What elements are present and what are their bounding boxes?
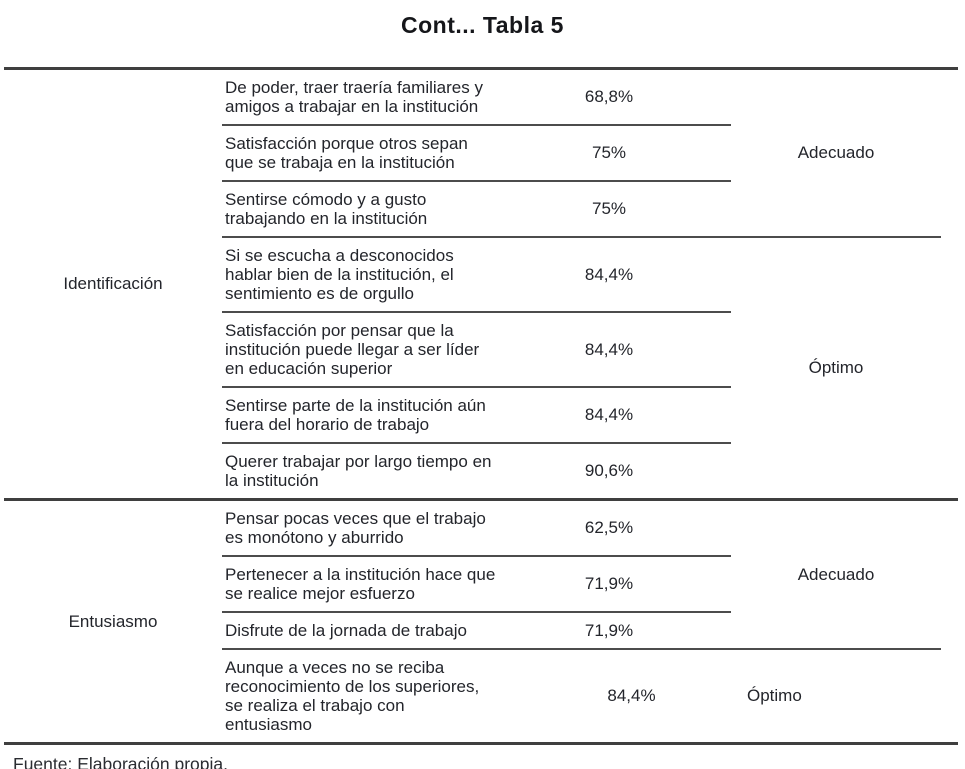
table-row: Sentirse parte de la institución aún fue… xyxy=(222,388,731,444)
item-text: De poder, traer traería familiares y ami… xyxy=(225,78,483,116)
data-table: Identificación De poder, traer traería f… xyxy=(4,67,958,745)
group-rows: De poder, traer traería familiares y ami… xyxy=(222,70,731,236)
percentage-value: 68,8% xyxy=(584,87,634,106)
item-text: Pensar pocas veces que el trabajo es mon… xyxy=(225,509,486,547)
table-row: Disfrute de la jornada de trabajo 71,9% xyxy=(222,613,731,648)
percentage-value: 90,6% xyxy=(584,461,634,480)
rating-group-optimo: Si se escucha a desconocidos hablar bien… xyxy=(222,238,941,498)
rating-label: Adecuado xyxy=(797,143,875,162)
group-rows: Si se escucha a desconocidos hablar bien… xyxy=(222,238,731,498)
item-text: Satisfacción porque otros sepan que se t… xyxy=(225,134,468,172)
section-groups: Pensar pocas veces que el trabajo es mon… xyxy=(222,501,941,742)
item-text: Aunque a veces no se reciba reconocimien… xyxy=(225,658,480,734)
percentage-value: 62,5% xyxy=(584,518,634,537)
table-row: Aunque a veces no se reciba reconocimien… xyxy=(222,650,731,742)
percentage-value: 84,4% xyxy=(607,686,656,705)
table-row: Sentirse cómodo y a gusto trabajando en … xyxy=(222,182,731,236)
percentage-value: 71,9% xyxy=(584,574,634,593)
percentage-value: 84,4% xyxy=(584,264,634,284)
table-row: Satisfacción porque otros sepan que se t… xyxy=(222,126,731,182)
section-entusiasmo: Entusiasmo Pensar pocas veces que el tra… xyxy=(4,498,958,742)
section-identificacion: Identificación De poder, traer traería f… xyxy=(4,70,958,498)
category-label: Identificación xyxy=(63,274,163,293)
rating-group-adecuado: De poder, traer traería familiares y ami… xyxy=(222,70,941,238)
percentage-value: 71,9% xyxy=(584,620,634,640)
rating-label: Adecuado xyxy=(797,564,875,584)
rating-label: Óptimo xyxy=(808,358,864,377)
table-row: Si se escucha a desconocidos hablar bien… xyxy=(222,238,731,313)
group-rows: Pensar pocas veces que el trabajo es mon… xyxy=(222,501,731,648)
item-text: Pertenecer a la institución hace que se … xyxy=(225,565,496,603)
table-row: De poder, traer traería familiares y ami… xyxy=(222,70,731,126)
table-row: Pertenecer a la institución hace que se … xyxy=(222,557,731,613)
item-text: Si se escucha a desconocidos hablar bien… xyxy=(225,246,454,303)
table-row: Pensar pocas veces que el trabajo es mon… xyxy=(222,501,731,557)
percentage-value: 75% xyxy=(591,143,627,162)
percentage-value: 84,4% xyxy=(584,339,634,359)
item-text: Satisfacción por pensar que la instituci… xyxy=(225,321,480,378)
group-rows: Aunque a veces no se reciba reconocimien… xyxy=(222,650,731,742)
rating-group-adecuado: Pensar pocas veces que el trabajo es mon… xyxy=(222,501,941,650)
table-title: Cont... Tabla 5 xyxy=(401,12,564,38)
section-groups: De poder, traer traería familiares y ami… xyxy=(222,70,941,498)
category-label: Entusiasmo xyxy=(68,611,158,631)
rating-group-optimo: Aunque a veces no se reciba reconocimien… xyxy=(222,650,941,742)
rating-label: Óptimo xyxy=(747,686,802,705)
source-note: Fuente: Elaboración propia. xyxy=(13,754,228,769)
item-text: Disfrute de la jornada de trabajo xyxy=(225,621,467,640)
table-row: Querer trabajar por largo tiempo en la i… xyxy=(222,444,731,498)
item-text: Sentirse parte de la institución aún fue… xyxy=(225,396,486,434)
percentage-value: 84,4% xyxy=(584,405,634,424)
percentage-value: 75% xyxy=(591,199,627,218)
table-row: Satisfacción por pensar que la instituci… xyxy=(222,313,731,388)
item-text: Sentirse cómodo y a gusto trabajando en … xyxy=(225,190,428,228)
item-text: Querer trabajar por largo tiempo en la i… xyxy=(225,452,492,490)
